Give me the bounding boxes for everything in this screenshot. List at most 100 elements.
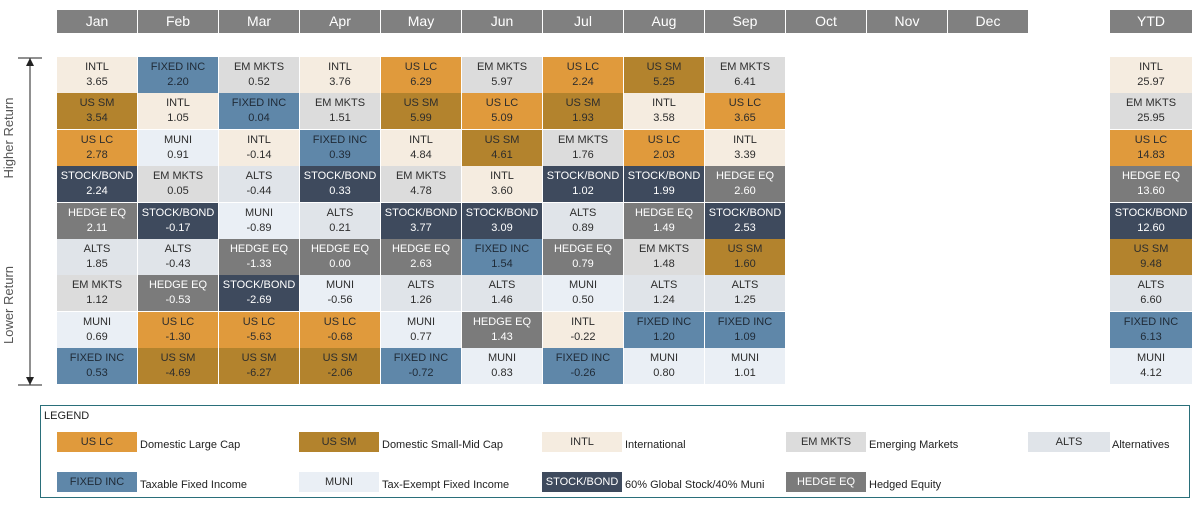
cell: HEDGE EQ 1.43 xyxy=(462,311,542,348)
cell-value: 6.29 xyxy=(410,76,432,88)
cell-label: US SM xyxy=(484,133,520,146)
cell: FIXED INC 0.53 xyxy=(57,348,137,385)
legend-swatch: MUNI xyxy=(299,472,379,492)
cell-label: INTL xyxy=(409,133,433,146)
cell-value: 4.78 xyxy=(410,185,432,198)
cell: INTL 3.60 xyxy=(462,166,542,203)
cell-value: 3.58 xyxy=(653,112,675,125)
legend-description: 60% Global Stock/40% Muni xyxy=(625,479,765,491)
legend-description: Emerging Markets xyxy=(869,439,959,451)
cell: MUNI 0.77 xyxy=(381,311,461,348)
cell: ALTS 0.89 xyxy=(543,202,623,239)
month-header: Jan xyxy=(57,10,137,33)
cell-value: 2.03 xyxy=(653,148,675,161)
cell: STOCK/BOND 12.60 xyxy=(1110,202,1192,239)
cell: EM MKTS 1.76 xyxy=(543,129,623,166)
cell-label: US SM xyxy=(1133,243,1169,255)
cell: INTL -0.22 xyxy=(543,311,623,348)
cell: US LC -5.63 xyxy=(219,311,299,348)
cell-label: STOCK/BOND xyxy=(546,170,620,183)
cell-label: EM MKTS xyxy=(476,61,528,73)
legend-description: Taxable Fixed Income xyxy=(140,479,247,491)
cell-label: INTL xyxy=(571,315,595,328)
cell-value: 0.00 xyxy=(329,258,351,270)
cell: US LC 3.65 xyxy=(705,93,785,130)
cell-value: -0.22 xyxy=(570,330,596,343)
cell-value: 9.48 xyxy=(1140,258,1162,270)
cell-value: -0.43 xyxy=(165,258,191,270)
cell-label: HEDGE EQ xyxy=(67,206,127,219)
cell-label: EM MKTS xyxy=(71,279,123,292)
cell: STOCK/BOND 0.33 xyxy=(300,166,380,203)
cell-value: -0.26 xyxy=(570,367,596,380)
cell-label: ALTS xyxy=(83,243,111,255)
cell-label: EM MKTS xyxy=(1125,97,1177,110)
cell: INTL -0.14 xyxy=(219,129,299,166)
cell: STOCK/BOND 2.24 xyxy=(57,166,137,203)
cell-value: 0.33 xyxy=(329,185,351,198)
cell-value: 13.60 xyxy=(1137,185,1165,198)
cell-label: US LC xyxy=(1134,133,1168,146)
cell-value: 0.50 xyxy=(572,294,594,307)
cell-label: US SM xyxy=(241,352,277,365)
cell-label: FIXED INC xyxy=(150,61,206,73)
cell-value: 3.60 xyxy=(491,185,513,198)
cell: HEDGE EQ 0.00 xyxy=(300,239,380,275)
cell-value: -0.17 xyxy=(165,221,191,234)
cell-label: ALTS xyxy=(407,279,435,292)
cell-value: 0.83 xyxy=(491,367,513,380)
cell-label: FIXED INC xyxy=(69,352,125,365)
cell: US LC 2.78 xyxy=(57,129,137,166)
cell-label: ALTS xyxy=(245,170,273,183)
cell-value: 1.60 xyxy=(734,258,756,270)
cell: STOCK/BOND 3.77 xyxy=(381,202,461,239)
cell-value: 6.60 xyxy=(1140,294,1162,307)
cell-value: 1.02 xyxy=(572,185,594,198)
cell-label: HEDGE EQ xyxy=(229,243,289,255)
cell-value: -4.69 xyxy=(165,367,191,380)
cell: EM MKTS 1.12 xyxy=(57,275,137,312)
cell-label: INTL xyxy=(652,97,676,110)
cell-label: EM MKTS xyxy=(395,170,447,183)
cell-value: 0.89 xyxy=(572,221,594,234)
cell-label: US LC xyxy=(404,61,438,73)
cell-label: ALTS xyxy=(488,279,516,292)
month-header: Nov xyxy=(867,10,947,33)
cell-value: 2.63 xyxy=(410,258,432,270)
cell-label: FIXED INC xyxy=(312,133,368,146)
cell: MUNI 0.50 xyxy=(543,275,623,312)
cell-value: 1.25 xyxy=(734,294,756,307)
cell-label: ALTS xyxy=(569,206,597,219)
cell-label: EM MKTS xyxy=(557,133,609,146)
cell: EM MKTS 6.41 xyxy=(705,57,785,93)
cell: STOCK/BOND -0.17 xyxy=(138,202,218,239)
cell-value: 1.26 xyxy=(410,294,432,307)
legend-swatch: US SM xyxy=(299,432,379,452)
cell-label: FIXED INC xyxy=(393,352,449,365)
cell: EM MKTS 1.51 xyxy=(300,93,380,130)
cell-value: 1.48 xyxy=(653,258,675,270)
cell-label: US LC xyxy=(728,97,762,110)
cell: EM MKTS 4.78 xyxy=(381,166,461,203)
cell-value: -0.72 xyxy=(408,367,434,380)
month-header: Feb xyxy=(138,10,218,33)
cell: US SM 1.93 xyxy=(543,93,623,130)
cell: HEDGE EQ -0.53 xyxy=(138,275,218,312)
cell-label: US LC xyxy=(161,315,195,328)
cell-value: 3.65 xyxy=(86,76,108,88)
cell-label: US LC xyxy=(566,61,600,73)
legend-description: Hedged Equity xyxy=(869,479,942,491)
cell-value: 1.05 xyxy=(167,112,189,125)
cell: STOCK/BOND -2.69 xyxy=(219,275,299,312)
cell-value: -2.69 xyxy=(246,294,272,307)
cell-label: HEDGE EQ xyxy=(148,279,208,292)
cell-label: MUNI xyxy=(325,279,355,292)
cell-value: 1.49 xyxy=(653,221,675,234)
cell: HEDGE EQ 2.11 xyxy=(57,202,137,239)
cell-label: STOCK/BOND xyxy=(465,206,539,219)
cell: MUNI 1.01 xyxy=(705,348,785,385)
cell-label: FIXED INC xyxy=(231,97,287,110)
cell: HEDGE EQ 1.49 xyxy=(624,202,704,239)
cell-value: 2.11 xyxy=(86,221,108,234)
legend-swatch: INTL xyxy=(542,432,622,452)
